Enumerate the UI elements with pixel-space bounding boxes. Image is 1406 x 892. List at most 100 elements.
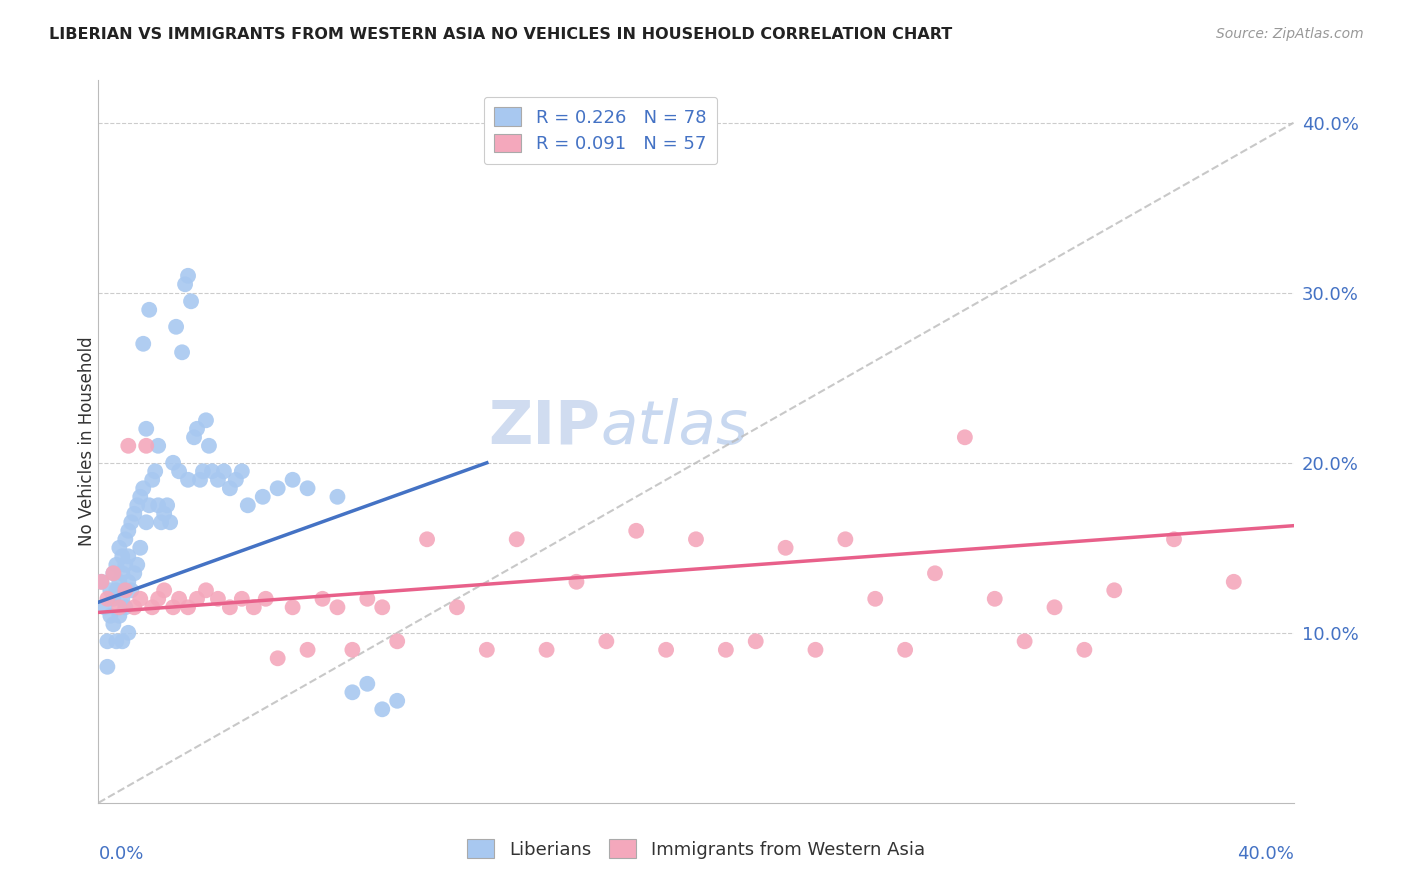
- Point: [626, 524, 648, 538]
- Point: [96, 634, 118, 648]
- Point: [150, 516, 173, 530]
- Y-axis label: No Vehicles in Household: No Vehicles in Household: [79, 336, 96, 547]
- Point: [135, 422, 157, 436]
- Point: [1073, 642, 1095, 657]
- Point: [105, 634, 128, 648]
- Point: [177, 473, 200, 487]
- Point: [311, 591, 333, 606]
- Text: atlas: atlas: [600, 398, 748, 457]
- Point: [105, 558, 128, 572]
- Point: [120, 516, 142, 530]
- Point: [953, 430, 976, 444]
- Point: [186, 591, 208, 606]
- Point: [153, 583, 176, 598]
- Point: [111, 634, 134, 648]
- Text: LIBERIAN VS IMMIGRANTS FROM WESTERN ASIA NO VEHICLES IN HOUSEHOLD CORRELATION CH: LIBERIAN VS IMMIGRANTS FROM WESTERN ASIA…: [49, 27, 952, 42]
- Point: [167, 591, 190, 606]
- Point: [191, 464, 214, 478]
- Point: [148, 439, 170, 453]
- Point: [180, 294, 202, 309]
- Point: [685, 533, 707, 547]
- Text: Source: ZipAtlas.com: Source: ZipAtlas.com: [1216, 27, 1364, 41]
- Point: [105, 583, 128, 598]
- Point: [98, 608, 122, 623]
- Point: [342, 685, 364, 699]
- Point: [195, 583, 218, 598]
- Point: [124, 600, 146, 615]
- Point: [138, 498, 160, 512]
- Point: [371, 702, 394, 716]
- Point: [132, 336, 155, 351]
- Point: [141, 473, 163, 487]
- Point: [804, 642, 827, 657]
- Point: [127, 498, 149, 512]
- Point: [342, 642, 364, 657]
- Point: [834, 533, 856, 547]
- Point: [162, 456, 184, 470]
- Point: [98, 583, 122, 598]
- Point: [111, 566, 134, 581]
- Point: [103, 617, 125, 632]
- Point: [159, 516, 181, 530]
- Point: [108, 608, 131, 623]
- Point: [129, 541, 152, 555]
- Point: [219, 481, 242, 495]
- Point: [135, 439, 157, 453]
- Point: [1043, 600, 1066, 615]
- Point: [416, 533, 439, 547]
- Point: [148, 498, 170, 512]
- Point: [117, 625, 139, 640]
- Point: [114, 558, 136, 572]
- Point: [207, 473, 229, 487]
- Point: [167, 464, 190, 478]
- Point: [143, 464, 166, 478]
- Point: [111, 591, 134, 606]
- Point: [565, 574, 588, 589]
- Point: [281, 473, 304, 487]
- Text: 40.0%: 40.0%: [1237, 846, 1294, 863]
- Point: [1014, 634, 1036, 648]
- Point: [183, 430, 205, 444]
- Point: [198, 439, 221, 453]
- Legend: Liberians, Immigrants from Western Asia: Liberians, Immigrants from Western Asia: [460, 832, 932, 866]
- Point: [127, 558, 149, 572]
- Point: [475, 642, 498, 657]
- Point: [111, 549, 134, 564]
- Point: [1223, 574, 1246, 589]
- Point: [162, 600, 184, 615]
- Point: [326, 600, 349, 615]
- Point: [297, 481, 319, 495]
- Point: [236, 498, 259, 512]
- Point: [108, 541, 131, 555]
- Point: [984, 591, 1007, 606]
- Point: [117, 574, 139, 589]
- Point: [267, 481, 290, 495]
- Point: [1163, 533, 1185, 547]
- Point: [138, 302, 160, 317]
- Point: [120, 583, 142, 598]
- Point: [195, 413, 218, 427]
- Point: [356, 591, 378, 606]
- Point: [188, 473, 211, 487]
- Point: [219, 600, 242, 615]
- Point: [745, 634, 768, 648]
- Point: [252, 490, 274, 504]
- Point: [506, 533, 529, 547]
- Point: [96, 591, 118, 606]
- Point: [90, 574, 112, 589]
- Point: [225, 473, 247, 487]
- Point: [894, 642, 917, 657]
- Point: [186, 422, 208, 436]
- Point: [103, 566, 125, 581]
- Point: [385, 634, 409, 648]
- Point: [114, 583, 136, 598]
- Point: [124, 507, 146, 521]
- Point: [96, 660, 118, 674]
- Text: 0.0%: 0.0%: [98, 846, 143, 863]
- Point: [655, 642, 678, 657]
- Point: [371, 600, 394, 615]
- Point: [90, 574, 112, 589]
- Point: [108, 600, 131, 615]
- Point: [124, 566, 146, 581]
- Point: [267, 651, 290, 665]
